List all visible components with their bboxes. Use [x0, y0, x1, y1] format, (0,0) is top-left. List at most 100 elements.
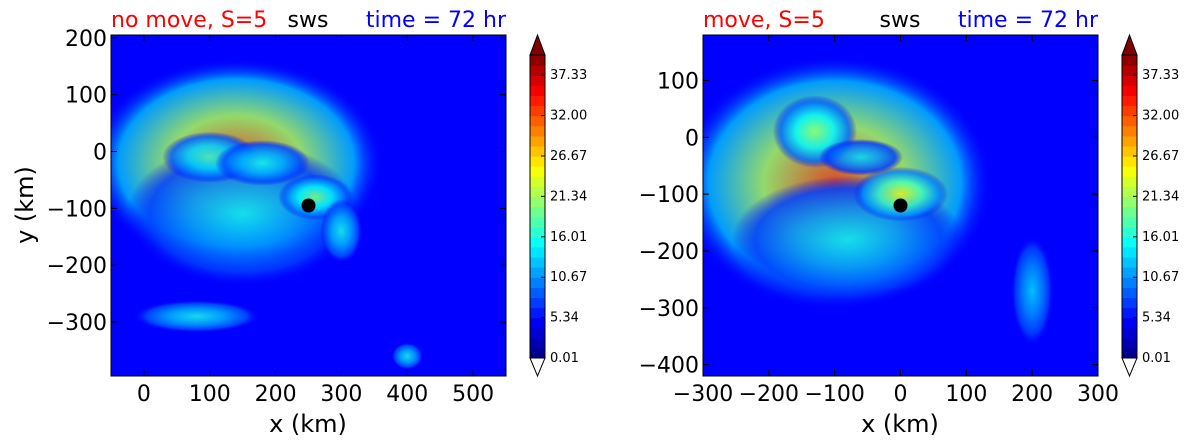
y-axis-label-left: y (km) — [11, 166, 39, 244]
colorbar-tick-label: 16.01 — [1142, 230, 1179, 245]
colorbar-band — [530, 327, 545, 339]
colorbar-tick-label: 0.01 — [1142, 351, 1171, 366]
x-ticks-right: −300 −200 −100 0 100 200 300 — [673, 35, 1119, 407]
title-center-right: sws — [880, 8, 921, 33]
colorbar-tick-label: 5.34 — [550, 311, 579, 326]
colorbar-band — [1122, 105, 1137, 117]
colorbar-tick-label: 32.00 — [550, 109, 587, 124]
colorbar-band — [1122, 196, 1137, 208]
colorbar-tick-label: 16.01 — [550, 230, 587, 245]
title-left-left: no move, S=5 — [111, 8, 267, 33]
colorbar-band — [1122, 307, 1137, 319]
colorbar-band — [1122, 297, 1137, 309]
contour-plot-right — [703, 35, 1098, 376]
colorbar-band — [1122, 327, 1137, 339]
x-tick-label: 0 — [894, 382, 908, 407]
storm-center-marker-right — [893, 198, 908, 213]
colorbar-band — [530, 196, 545, 208]
x-axis-label-right: x (km) — [861, 410, 939, 438]
colorbar-band — [530, 297, 545, 309]
colorbar-band — [1122, 226, 1137, 238]
colorbar-tick-label: 0.01 — [550, 351, 579, 366]
colorbar-band — [530, 206, 545, 218]
colorbar-band — [530, 347, 545, 359]
colorbar-band — [530, 246, 545, 258]
title-right-left: time = 72 hr — [366, 8, 507, 33]
colorbar-band — [530, 95, 545, 107]
title-left-right: move, S=5 — [703, 8, 825, 33]
x-tick-label: 400 — [386, 382, 428, 407]
colorbar-band — [1122, 347, 1137, 359]
x-tick-label: −300 — [673, 382, 733, 407]
colorbar-band — [1122, 236, 1137, 248]
colorbar-tick-label: 21.34 — [1142, 189, 1179, 204]
colorbar-tick-label: 21.34 — [550, 189, 587, 204]
y-ticks-right: 100 0 −100 −200 −300 −400 — [639, 69, 1098, 379]
colorbar-band — [530, 115, 545, 127]
colorbar-band — [530, 277, 545, 288]
colorbar-extend-min — [529, 357, 546, 378]
storm-center-marker-left — [301, 198, 316, 213]
y-tick-label: 100 — [657, 69, 699, 94]
x-tick-label: 200 — [255, 382, 297, 407]
x-tick-label: 500 — [452, 382, 494, 407]
panel-left: 0 100 200 300 400 500 200 100 0 −100 −200 −300 no … — [11, 8, 587, 438]
y-tick-label: −100 — [47, 197, 107, 222]
x-tick-label: −100 — [804, 382, 864, 407]
x-ticks-left: 0 100 200 300 400 500 — [137, 35, 494, 407]
colorbar-band — [530, 75, 545, 86]
y-tick-label: −200 — [47, 254, 107, 279]
colorbar-band — [1122, 135, 1137, 147]
colorbar-band — [530, 85, 545, 96]
y-tick-label: 0 — [93, 141, 107, 166]
colorbar-tick-label: 37.33 — [550, 68, 587, 83]
colorbar-band — [530, 105, 545, 117]
x-tick-label: 0 — [137, 382, 151, 407]
colorbar-band — [1122, 166, 1137, 177]
title-right-right: time = 72 hr — [958, 8, 1099, 33]
field-blob — [1011, 236, 1054, 346]
colorbar-band — [1122, 125, 1137, 137]
colorbar-band — [1122, 75, 1137, 86]
colorbar-extend-max — [529, 33, 546, 56]
x-axis-label-left: x (km) — [269, 410, 347, 438]
colorbar-band — [530, 307, 545, 319]
colorbar-band — [1122, 317, 1137, 329]
colorbar-tick-label: 26.67 — [1142, 149, 1179, 164]
colorbar-band — [530, 166, 545, 177]
colorbar-right: 0.01 5.34 10.67 16.01 21.34 26.67 32.00 37.33 — [1121, 33, 1179, 378]
colorbar-band — [530, 236, 545, 248]
colorbar-tick-label: 10.67 — [550, 270, 587, 285]
y-ticks-left: 200 100 0 −100 −200 −300 — [47, 27, 506, 336]
colorbar-band — [1122, 246, 1137, 258]
colorbar-tick-label: 37.33 — [1142, 68, 1179, 83]
y-tick-label: 100 — [65, 84, 107, 109]
field-blob — [818, 139, 904, 176]
colorbar-band — [530, 216, 545, 228]
colorbar-tick-label: 26.67 — [550, 149, 587, 164]
title-center-left: sws — [288, 8, 329, 33]
colorbar-band — [1122, 267, 1137, 278]
y-tick-label: −200 — [639, 240, 699, 265]
colorbar-band — [1122, 337, 1137, 349]
field-blob — [391, 342, 424, 370]
colorbar-tick-label: 5.34 — [1142, 311, 1171, 326]
field-blob — [853, 166, 948, 222]
colorbar-band — [1122, 206, 1137, 218]
colorbar-extend-min — [1121, 357, 1138, 378]
colorbar-band — [1122, 277, 1137, 288]
colorbar-band — [1122, 55, 1137, 66]
colorbar-band — [530, 257, 545, 268]
wind-speed-field-right — [703, 35, 1098, 376]
colorbar-band — [530, 156, 545, 167]
colorbar-band — [1122, 216, 1137, 228]
y-tick-label: −300 — [639, 297, 699, 322]
contour-plot-left — [111, 35, 506, 376]
x-tick-label: −200 — [739, 382, 799, 407]
wind-speed-field-left — [111, 35, 506, 376]
colorbar-band — [1122, 145, 1137, 157]
colorbar-band — [530, 55, 545, 66]
colorbar-tick-label: 10.67 — [1142, 270, 1179, 285]
colorbar-band — [530, 135, 545, 147]
field-blob — [320, 199, 363, 263]
